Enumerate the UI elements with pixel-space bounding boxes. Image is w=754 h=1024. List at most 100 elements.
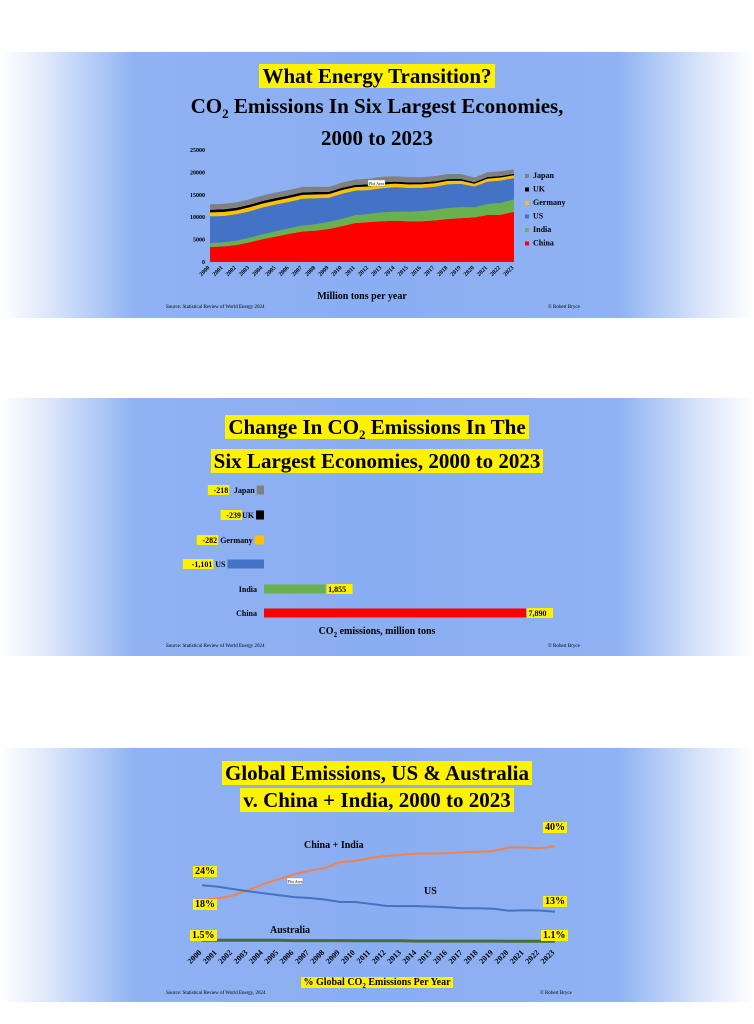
x-tick-label: 2011: [355, 948, 372, 965]
value-label-china: 7,890: [529, 609, 547, 618]
legend-label-us: US: [533, 212, 544, 221]
x-tick-label: 2006: [278, 265, 291, 278]
x-tick-label: 2017: [447, 948, 465, 966]
line-australia: [202, 938, 555, 943]
x-tick-label: 2005: [262, 948, 280, 966]
plot-area-tag: Plot Area: [369, 181, 384, 186]
value-label-bg: [326, 584, 353, 594]
bar-uk: [256, 510, 264, 520]
x-tick-label: 2006: [278, 948, 296, 966]
legend-swatch-germany: [525, 201, 529, 205]
x-tick-label: 2020: [463, 265, 476, 278]
bar-germany: [254, 535, 264, 545]
slide1-subtitle: CO2 Emissions In Six Largest Economies, …: [0, 94, 754, 150]
value-label-bg: [182, 559, 214, 569]
legend-label-germany: Germany: [533, 198, 565, 207]
slide3-xlabel: % Global CO2 Emissions Per Year: [301, 977, 453, 990]
slide3-credit: © Robert Bryce: [540, 991, 572, 996]
value-label-india: 1,855: [328, 585, 346, 594]
title-text-a: Change In CO: [228, 415, 360, 439]
legend-swatch-uk: [525, 187, 529, 192]
area-us: [210, 178, 514, 243]
label-ci-start: 18%: [193, 899, 217, 910]
x-tick-label: 2017: [423, 265, 436, 278]
category-label-china: China: [236, 609, 257, 618]
bar-india: [264, 584, 326, 594]
category-label-japan: Japan: [234, 486, 255, 495]
plot-area-tag-box: [367, 179, 386, 187]
value-label-bg: [207, 485, 230, 495]
slide2-title: Change In CO2 Emissions In The Six Large…: [0, 414, 754, 475]
slide1-credit: © Robert Bryce: [548, 305, 580, 310]
x-tick-label: 2023: [539, 948, 557, 966]
slide2-source: Source: Statistical Review of World Ener…: [166, 644, 265, 649]
x-tick-label: 2012: [357, 265, 370, 278]
x-tick-label: 2010: [331, 265, 344, 278]
x-tick-label: 2020: [493, 948, 511, 966]
x-tick-label: 2009: [318, 265, 331, 278]
x-tick-label: 2012: [370, 948, 388, 966]
label-us-end: 13%: [543, 896, 567, 907]
slide3-title: Global Emissions, US & Australia v. Chin…: [0, 760, 754, 814]
x-tick-label: 2003: [232, 948, 250, 966]
subtitle-line2: 2000 to 2023: [321, 126, 433, 151]
value-label-japan: -218: [214, 486, 229, 495]
legend-label-china: China: [533, 239, 554, 248]
label-ci-end: 40%: [543, 822, 567, 833]
label-australia: Australia: [270, 925, 310, 936]
category-label-india: India: [239, 585, 257, 594]
category-label-germany: Germany: [220, 536, 252, 545]
legend-swatch-japan: [525, 174, 529, 178]
plot-area-tag: Plot Area: [288, 879, 303, 884]
x-tick-label: 2021: [508, 948, 526, 966]
label-us-start: 24%: [193, 866, 217, 877]
legend-swatch-us: [525, 214, 529, 219]
value-label-uk: -239: [226, 511, 241, 520]
legend-label-india: India: [533, 225, 551, 234]
area-germany: [210, 175, 514, 217]
x-tick-label: 2003: [238, 265, 251, 278]
x-tick-label: 2005: [265, 265, 278, 278]
x-tick-label: 2022: [523, 948, 541, 966]
slide-change-bars: Change In CO2 Emissions In The Six Large…: [0, 398, 754, 656]
x-tick-label: 2016: [410, 265, 423, 278]
x-axis-title: Million tons per year: [317, 291, 407, 302]
title-line1: Global Emissions, US & Australia: [222, 761, 532, 785]
horizontal-bar-chart: Japan -218 UK-239 Germany-282 US-1,101 India 1…: [182, 485, 553, 618]
x-tick-label: 2000: [199, 265, 212, 278]
bar-us: [227, 559, 264, 569]
x-tick-label: 2007: [293, 948, 311, 966]
x-tick-label: 2018: [437, 265, 450, 278]
x-tick-label: 2001: [201, 948, 219, 966]
line-chart: Plot Area2000200120022003200420052006200…: [186, 845, 557, 966]
x-tick-label: 2007: [291, 265, 304, 278]
x-tick-label: 2013: [371, 265, 384, 278]
x-tick-label: 2014: [401, 948, 419, 966]
area-uk: [210, 173, 514, 213]
x-tick-label: 2019: [477, 948, 495, 966]
title-line2: Six Largest Economies, 2000 to 2023: [210, 449, 544, 474]
value-label-us: -1,101: [192, 560, 213, 569]
value-label-bg: [220, 510, 243, 520]
x-tick-label: 2014: [384, 265, 397, 278]
subtitle-text-b: Emissions In Six Largest Economies,: [228, 94, 564, 118]
x-tick-label: 2011: [344, 265, 356, 277]
x-tick-label: 2009: [324, 948, 342, 966]
x-tick-label: 2023: [503, 265, 516, 278]
title-line2: v. China + India, 2000 to 2023: [240, 788, 514, 812]
x-tick-label: 2018: [462, 948, 480, 966]
category-label-us: US: [215, 560, 226, 569]
slide3-source: Source: Statistical Review of World Ener…: [166, 991, 266, 996]
slide2-xlabel: CO2 emissions, million tons: [318, 626, 436, 639]
legend-label-uk: UK: [533, 185, 546, 194]
x-tick-label: 2015: [397, 265, 410, 278]
x-tick-label: 2010: [339, 948, 357, 966]
label-au-start: 1.5%: [190, 930, 217, 941]
x-tick-label: 2004: [252, 265, 265, 278]
x-tick-label: 2013: [385, 948, 403, 966]
area-japan: [210, 169, 514, 210]
title-subscript: 2: [359, 427, 366, 443]
x-tick-label: 2008: [304, 265, 317, 278]
value-label-bg: [527, 608, 553, 618]
